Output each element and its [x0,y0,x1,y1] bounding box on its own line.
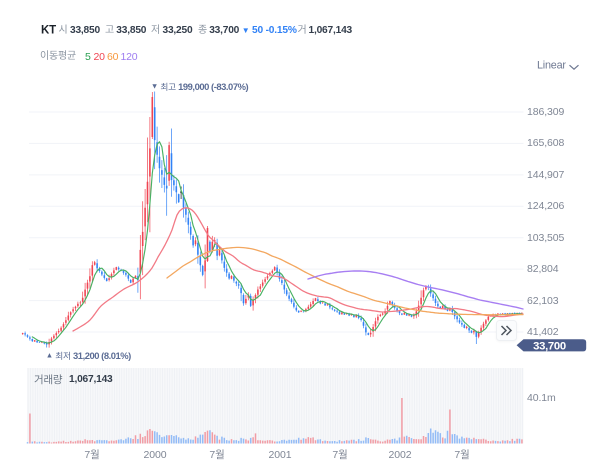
svg-text:33,700: 33,700 [533,340,566,352]
